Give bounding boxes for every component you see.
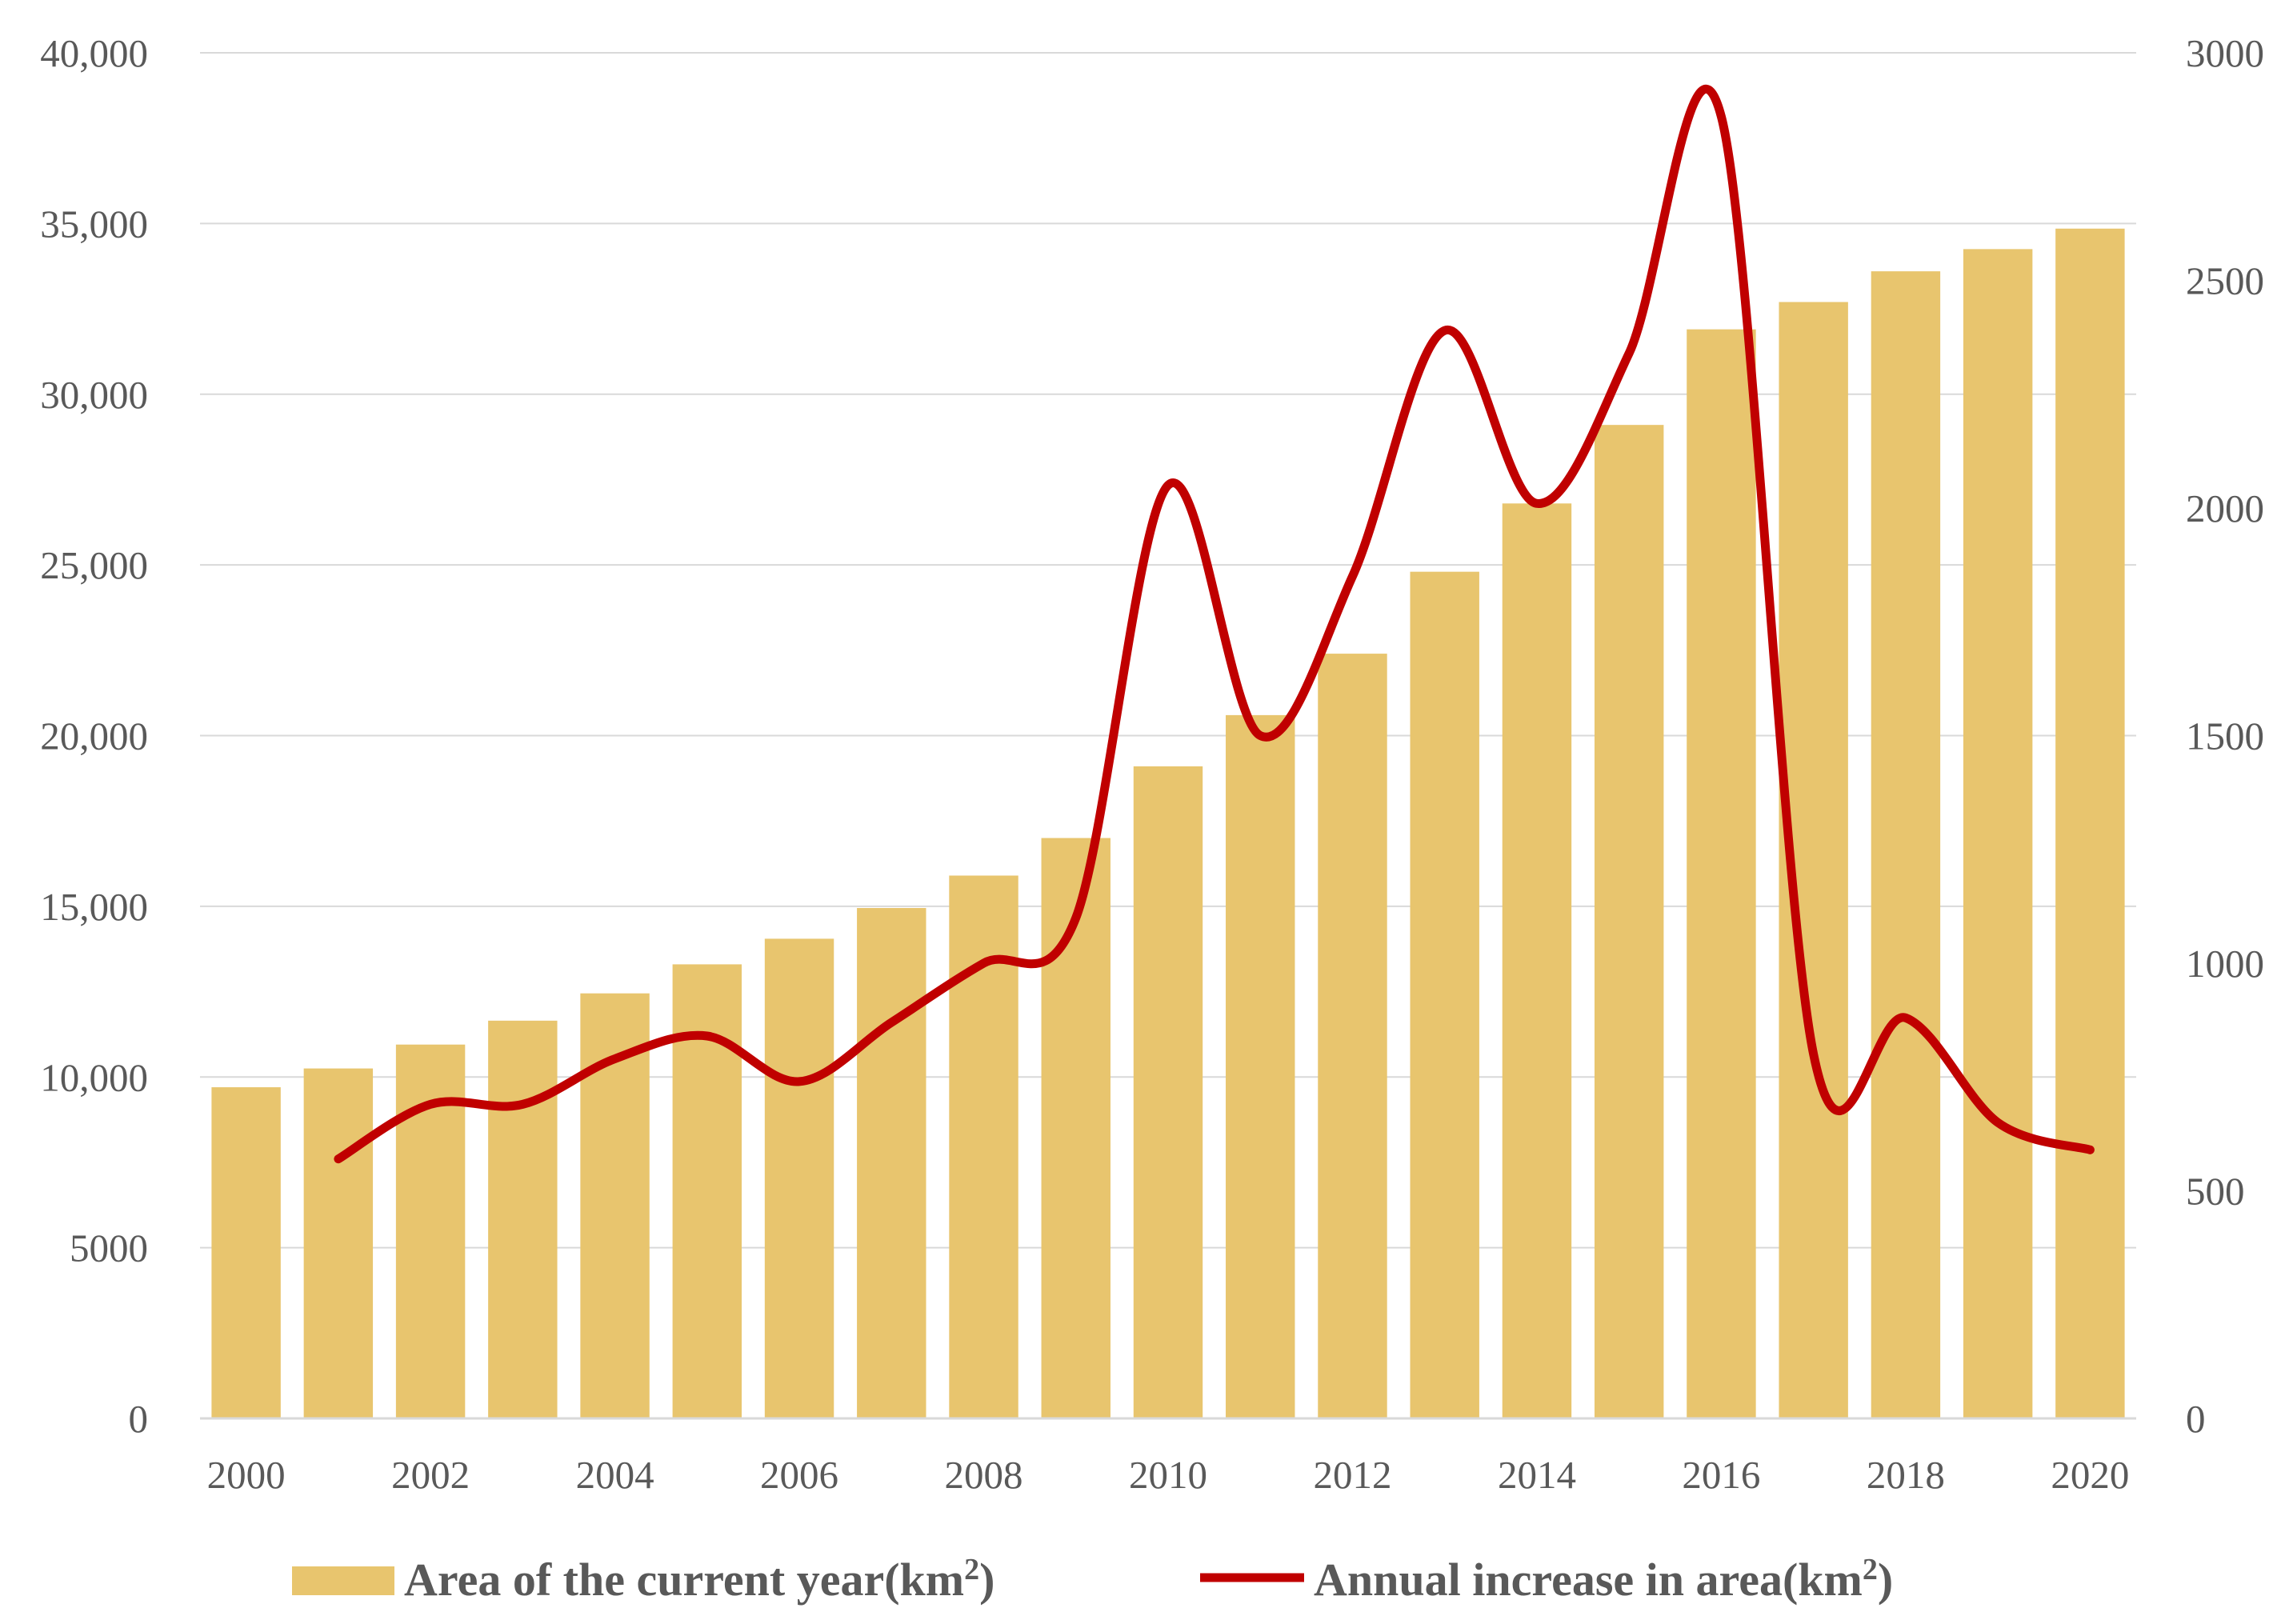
legend-bar-label: Area of the current year(km2)	[404, 1553, 994, 1606]
x-tick-label: 2008	[945, 1453, 1023, 1497]
y-left-tick-label: 20,000	[40, 714, 148, 758]
y-right-tick-label: 3000	[2186, 31, 2264, 75]
legend-bar-text: Area of the current year(km	[404, 1554, 964, 1606]
y-right-tick-label: 500	[2186, 1170, 2245, 1214]
bar-2006	[764, 938, 834, 1418]
y-left-tick-label: 0	[129, 1397, 149, 1441]
bar-2020	[2055, 228, 2125, 1418]
x-tick-label: 2006	[760, 1453, 838, 1497]
x-tick-label: 2012	[1313, 1453, 1391, 1497]
legend-line-label: Annual increase in area(km2)	[1314, 1553, 1893, 1606]
bar-2009	[1041, 838, 1110, 1418]
y-left-tick-label: 30,000	[40, 373, 148, 417]
legend-line-superscript: 2	[1863, 1553, 1878, 1586]
y-left-tick-label: 25,000	[40, 543, 148, 587]
bar-2000	[211, 1087, 281, 1418]
legend-line-text: Annual increase in area(km	[1314, 1554, 1863, 1606]
bar-2010	[1133, 766, 1203, 1418]
legend-line-close: )	[1878, 1554, 1893, 1606]
x-tick-label: 2018	[1867, 1453, 1945, 1497]
x-tick-label: 2020	[2051, 1453, 2129, 1497]
bar-2004	[580, 993, 650, 1418]
y-right-tick-label: 2000	[2186, 486, 2264, 530]
bar-2018	[1871, 271, 1941, 1418]
y-right-tick-label: 2500	[2186, 259, 2264, 303]
bar-2007	[857, 908, 926, 1418]
annual-increase-line	[334, 84, 2095, 1164]
x-tick-label: 2000	[207, 1453, 286, 1497]
bars	[211, 228, 2125, 1419]
bar-2013	[1410, 571, 1479, 1419]
x-tick-label: 2010	[1129, 1453, 1207, 1497]
y-left-tick-label: 35,000	[40, 202, 148, 246]
x-axis: 2000 2002 2004 2006 2008 2010 2012 2014 2016 2018…	[200, 1417, 2136, 1497]
y-left-tick-label: 40,000	[40, 31, 148, 75]
bar-2012	[1318, 654, 1387, 1418]
y-left-axis: 0 5000 10,000 15,000 20,000 25,000 30,000 35,00…	[40, 31, 148, 1441]
bar-2015	[1594, 425, 1664, 1418]
y-left-tick-label: 10,000	[40, 1055, 148, 1099]
y-right-tick-label: 0	[2186, 1397, 2206, 1441]
legend-bar-close: )	[979, 1554, 994, 1606]
legend-bar-swatch	[292, 1566, 394, 1595]
bar-2003	[488, 1020, 558, 1418]
y-left-tick-label: 5000	[70, 1226, 148, 1270]
y-left-tick-label: 15,000	[40, 885, 148, 929]
line-series	[334, 84, 2095, 1164]
x-tick-label: 2004	[576, 1453, 654, 1497]
bar-2001	[303, 1068, 374, 1418]
y-right-tick-label: 1000	[2186, 942, 2264, 986]
bar-2014	[1502, 503, 1572, 1418]
bar-2016	[1687, 329, 1756, 1419]
y-right-tick-label: 1500	[2186, 714, 2264, 758]
legend: Area of the current year(km2) Annual inc…	[292, 1553, 1893, 1606]
legend-bar-superscript: 2	[964, 1553, 979, 1586]
bar-2019	[1963, 249, 2033, 1419]
bar-2011	[1226, 714, 1295, 1418]
y-right-axis: 0 500 1000 1500 2000 2500 3000	[2186, 31, 2264, 1441]
x-tick-label: 2014	[1498, 1453, 1576, 1497]
x-tick-label: 2002	[391, 1453, 470, 1497]
x-tick-label: 2016	[1682, 1453, 1760, 1497]
